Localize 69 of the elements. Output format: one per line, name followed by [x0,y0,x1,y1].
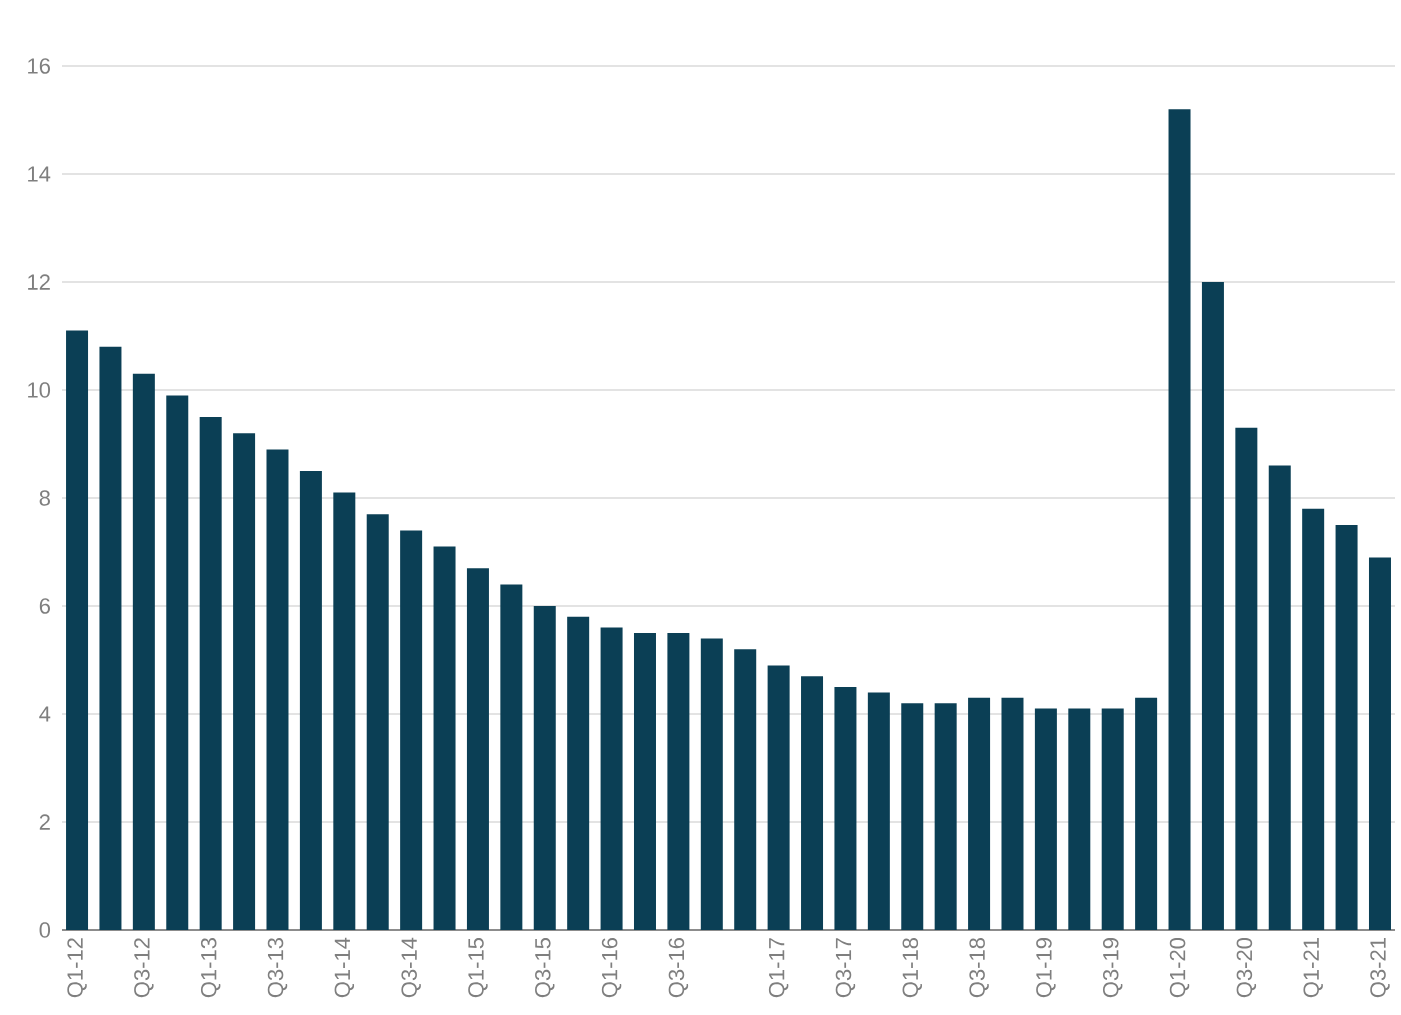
bar [1268,465,1291,930]
bar [99,346,122,930]
bar [433,546,456,930]
y-tick-label: 10 [28,382,51,398]
x-tick-label: Q1-16 [601,938,622,998]
bar [333,492,356,930]
x-tick-label: Q3-19 [1102,938,1123,998]
bar [266,449,289,930]
bar [66,330,89,930]
x-tick-label: Q1-18 [902,938,922,998]
y-tick-label: 2 [39,814,50,830]
bar [1235,427,1258,930]
bar [1068,708,1091,930]
y-tick-label: 0 [39,922,51,938]
x-tick-label: Q1-20 [1169,937,1190,998]
x-tick-label: Q1-13 [200,938,221,998]
bar [1335,524,1358,930]
bar [400,530,423,930]
x-tick-label: Q3-21 [1370,938,1390,998]
x-tick-label: Q1-15 [468,938,488,998]
bar [1101,708,1124,930]
bar [901,703,924,930]
x-tick-label: Q1-14 [334,937,355,998]
y-tick-label: 4 [39,706,51,722]
x-tick-label: Q3-15 [535,938,555,998]
bar [132,373,155,930]
bar [633,632,656,930]
bar [767,665,790,930]
x-tick-label: Q3-13 [267,938,288,998]
x-tick-label: Q3-17 [835,938,856,998]
bar [299,470,322,930]
bar [199,416,222,930]
bar [700,638,723,930]
bar [1368,557,1391,930]
bar [801,676,824,930]
y-tick-label: 6 [39,598,50,614]
bar [667,632,690,930]
x-tick-label: Q3-18 [969,938,989,998]
y-tick-label: 8 [39,490,50,506]
bar [1201,281,1224,930]
x-tick-label: Q3-20 [1236,937,1257,998]
x-tick-label: Q1-19 [1036,938,1056,998]
bar [466,568,489,930]
bar [1001,697,1024,930]
x-tick-label: Q3-16 [668,938,689,998]
bar [1168,109,1191,930]
x-tick-label: Q3-14 [401,937,421,998]
bar [1135,697,1158,930]
bar [1302,508,1325,930]
x-tick-label: Q1-17 [768,938,789,998]
x-tick-label: Q1-12 [67,938,87,998]
bar [567,616,590,930]
bar [366,514,389,930]
x-tick-label: Q3-12 [134,938,154,998]
y-tick-label: 14 [28,166,51,182]
x-tick-label: Q1-21 [1303,938,1323,998]
bar [233,433,256,930]
bar [834,686,857,930]
bar [968,697,991,930]
bar [500,584,523,930]
bar [533,605,556,930]
bar [166,395,189,930]
bar [600,627,623,930]
bar [1034,708,1057,930]
bar [867,692,890,930]
bar [734,649,757,930]
y-tick-label: 16 [28,58,50,74]
y-tick-label: 12 [28,274,50,290]
bar [934,703,957,930]
